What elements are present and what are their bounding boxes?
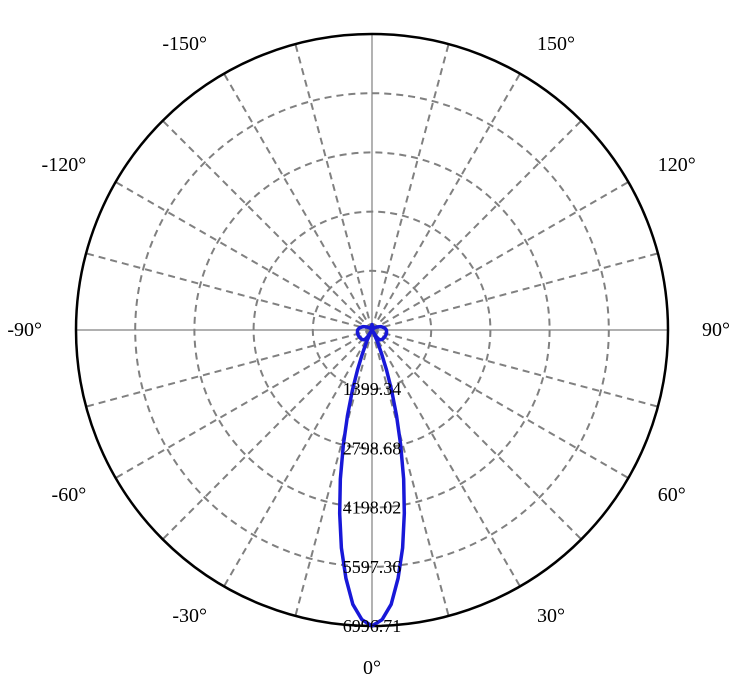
radial-spoke — [86, 253, 372, 330]
polar-svg: 1399.34 2798.68 4198.02 5597.36 6996.71 0° 30°… — [0, 0, 744, 677]
radial-spoke — [116, 182, 372, 330]
angular-label: ±180° — [348, 0, 397, 1]
radial-spoke — [372, 44, 449, 330]
polar-chart: 1399.34 2798.68 4198.02 5597.36 6996.71 0° 30°… — [0, 0, 744, 677]
radial-spoke — [163, 121, 372, 330]
radial-label: 5597.36 — [343, 557, 402, 577]
radial-spoke — [372, 74, 520, 330]
angular-label: -120° — [42, 154, 87, 176]
angular-label: 0° — [363, 657, 381, 677]
radial-spoke — [86, 330, 372, 407]
angular-label: -30° — [172, 605, 207, 627]
angular-label: 90° — [702, 319, 730, 341]
angular-label: -90° — [7, 319, 42, 341]
radial-label: 1399.34 — [343, 379, 402, 399]
angular-label: 60° — [658, 484, 686, 506]
radial-spoke — [372, 330, 628, 478]
radial-label: 2798.68 — [343, 438, 402, 458]
radial-spoke — [372, 182, 628, 330]
radial-spoke — [372, 121, 581, 330]
radial-label: 6996.71 — [343, 616, 402, 636]
radial-spoke — [224, 74, 372, 330]
radial-label: 4198.02 — [343, 498, 402, 518]
radial-spoke — [295, 44, 372, 330]
angular-label: 150° — [537, 33, 575, 55]
angular-label: -60° — [52, 484, 87, 506]
angular-label: 120° — [658, 154, 696, 176]
radial-spoke — [372, 330, 658, 407]
radial-spoke — [372, 253, 658, 330]
angular-label: 30° — [537, 605, 565, 627]
angular-label: -150° — [162, 33, 207, 55]
radial-spoke — [116, 330, 372, 478]
